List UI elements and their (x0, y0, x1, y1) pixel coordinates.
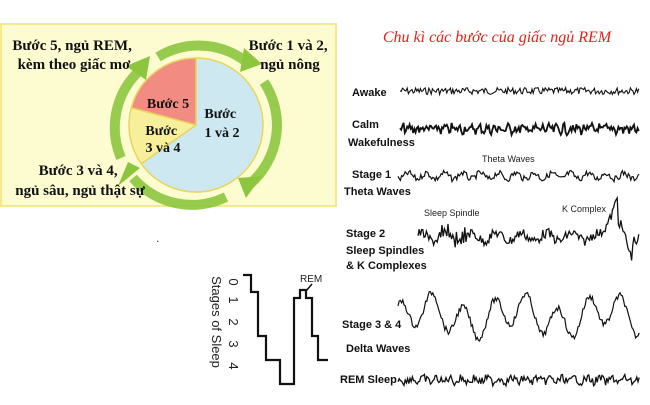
pie-slice-step34 (128, 106, 198, 165)
hypnogram-trace (243, 273, 328, 386)
cycle-pie (128, 57, 264, 193)
hypnogram-tick: 3 (226, 340, 241, 347)
eeg-trace-stage2 (417, 195, 640, 261)
hypnogram-tick: 2 (226, 318, 241, 325)
pie-label-step5: Bước 5 (147, 97, 189, 112)
cycle-arrowheads (118, 48, 262, 198)
eeg-label-awake: Awake (352, 87, 387, 99)
label-step12: Bước 1 và 2, ngủ nông (249, 38, 332, 73)
eeg-label-rem: REM Sleep (340, 374, 397, 386)
label-step5: Bước 5, ngủ REM, kèm theo giấc mơ (12, 38, 135, 73)
eeg-traces (397, 85, 640, 388)
eeg-label-stage1: Stage 1 Theta Waves (344, 169, 411, 198)
hypnogram-tick: 0 (226, 278, 241, 285)
sleep-cycle-panel: Bước 5, ngủ REM, kèm theo giấc mơ Bước 1… (0, 23, 337, 210)
eeg-label-calm: Calm Wakefulness (348, 119, 415, 149)
eeg-trace-calm (399, 120, 640, 138)
pie-label-step34: Bước 3 và 4 (145, 124, 180, 156)
eeg-labels: Awake Calm Wakefulness Stage 1 Theta Wav… (340, 87, 427, 386)
eeg-label-stage2: Stage 2 Sleep Spindles & K Complexes (346, 228, 427, 272)
hypnogram-rem-label: REM (300, 274, 322, 285)
label-step34: Bước 3 và 4, ngủ sâu, ngủ thật sự (15, 163, 145, 199)
eeg-trace-awake (399, 85, 640, 97)
hypnogram: Stages of Sleep 0 1 2 3 4 REM (209, 273, 328, 386)
hypnogram-tick: 4 (226, 362, 241, 369)
hypnogram-tick: 1 (226, 296, 241, 303)
annotation-sleep-spindle: Sleep Spindle (424, 208, 480, 218)
cycle-arrows (109, 40, 282, 210)
annotation-theta-waves: Theta Waves (482, 154, 535, 164)
pie-label-step12: Bước 1 và 2 (204, 107, 239, 141)
stray-dot: . (156, 231, 159, 245)
eeg-trace-stage34 (397, 291, 640, 342)
hypnogram-ylabel: Stages of Sleep (209, 276, 224, 368)
eeg-annotations: Theta Waves Sleep Spindle K Complex (424, 154, 607, 218)
pie-slice-step5 (130, 57, 197, 126)
eeg-trace-stage1 (397, 169, 640, 184)
eeg-trace-rem (397, 372, 640, 388)
figure-title: Chu kì các bước của giấc ngủ REM (383, 29, 613, 46)
pie-slice-step12 (140, 57, 264, 193)
annotation-k-complex: K Complex (562, 204, 607, 214)
eeg-label-stage34: Stage 3 & 4 Delta Waves (342, 319, 410, 355)
